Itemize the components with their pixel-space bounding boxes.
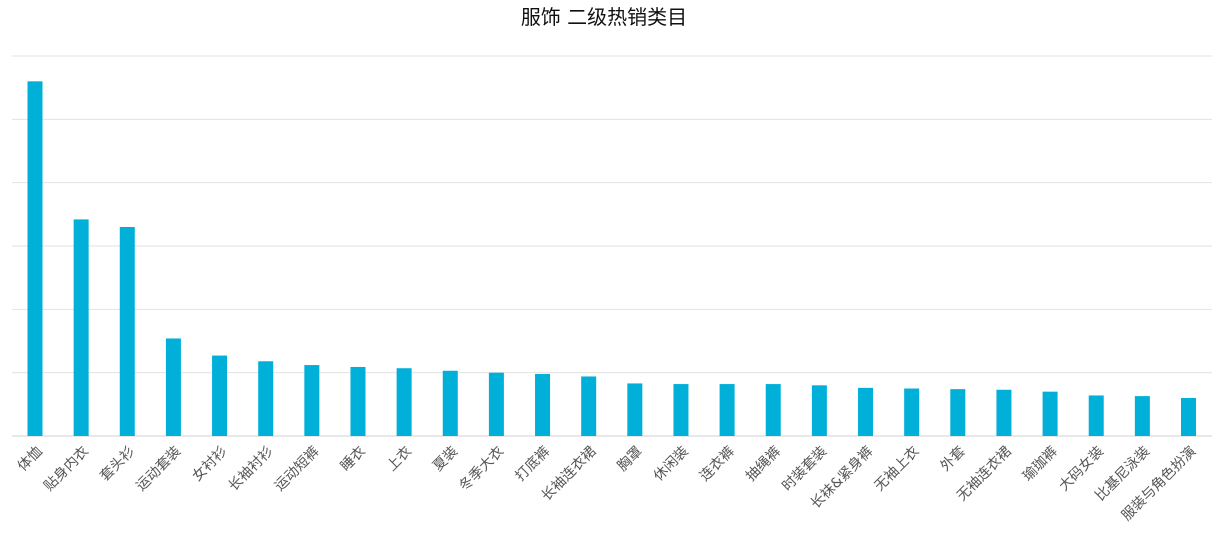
bar	[765, 384, 781, 436]
bar	[535, 373, 551, 436]
bar	[73, 219, 89, 436]
bar	[1181, 398, 1196, 436]
bar	[627, 383, 643, 436]
x-tick-label: 抽绳裤	[743, 444, 784, 485]
x-tick-label: 贴身内衣	[41, 444, 92, 495]
bar	[258, 361, 274, 436]
bar	[1134, 396, 1150, 436]
bar	[27, 81, 43, 436]
bar	[719, 384, 735, 436]
bar	[858, 387, 874, 436]
bar	[350, 366, 366, 436]
gridlines	[12, 55, 1212, 437]
x-tick-label: 外套	[938, 444, 969, 475]
bar	[950, 389, 966, 436]
bar	[904, 388, 920, 436]
chart-title: 服饰 二级热销类目	[521, 5, 687, 29]
bar	[673, 384, 689, 436]
bar	[165, 338, 181, 436]
bars	[27, 81, 1196, 436]
bar	[212, 355, 228, 436]
x-tick-label: 长袖衬衫	[226, 444, 277, 495]
x-tick-label: 体恤	[15, 444, 46, 475]
bar	[811, 385, 827, 436]
bar	[304, 365, 320, 436]
x-tick-label: 睡衣	[338, 444, 369, 475]
bar	[1088, 395, 1104, 436]
x-tick-label: 运动套装	[133, 444, 184, 495]
bar	[442, 370, 458, 436]
x-tick-label: 打底裤	[512, 443, 554, 485]
x-tick-label: 女衬衫	[189, 443, 231, 485]
bar	[996, 389, 1012, 436]
x-tick-label: 上衣	[384, 444, 415, 475]
x-tick-label: 瑜珈裤	[1020, 444, 1061, 485]
x-tick-label: 冬季大衣	[456, 444, 507, 495]
x-tick-label: 套头衫	[97, 444, 138, 485]
x-tick-label: 连衣裤	[697, 444, 738, 485]
x-tick-label: 无袖上衣	[872, 444, 923, 495]
bar	[1042, 391, 1058, 436]
bar	[581, 376, 597, 436]
x-tick-label: 休闲装	[651, 444, 692, 485]
x-tick-label: 夏装	[430, 444, 461, 475]
x-tick-label: 运动短裤	[272, 444, 323, 495]
bar	[119, 227, 135, 436]
x-tick-label: 胸罩	[615, 444, 646, 475]
bar	[488, 372, 504, 436]
bar	[396, 368, 412, 436]
